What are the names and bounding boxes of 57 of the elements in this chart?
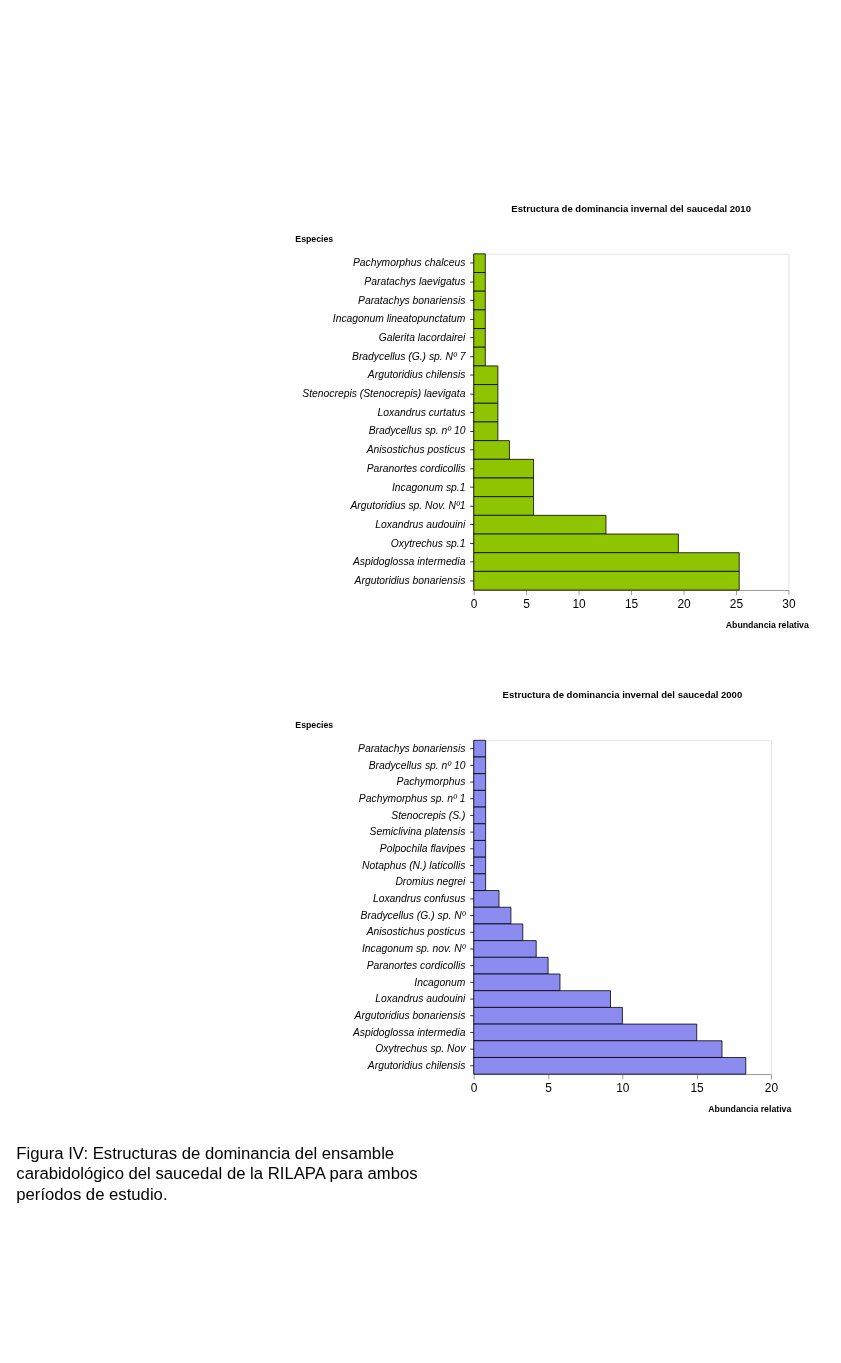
- y-tick-label: Argutoridius bonariensis: [353, 1009, 466, 1021]
- x-tick-label: 25: [729, 596, 744, 611]
- y-tick-label: Anisostichus posticus: [365, 444, 466, 456]
- y-tick-label: Pachymorphus: [396, 776, 466, 788]
- y-tick-label: Argutoridius chilensis: [366, 1060, 466, 1071]
- y-tick-label: Semiclivina platensis: [369, 826, 466, 838]
- y-tick-label: Aspidoglossa intermedia: [351, 1026, 466, 1038]
- y-tick-label: Incagonum lineatopunctatum: [332, 313, 466, 325]
- x-tick-label: 30: [782, 596, 796, 611]
- y-axis-title: Especies: [295, 233, 334, 244]
- y-tick-label: Argutoridius sp. Nov. Nº1: [349, 500, 466, 512]
- x-tick-label: 0: [470, 596, 478, 611]
- y-tick-label: Incagonum sp.1: [391, 481, 466, 493]
- y-tick-label: Aspidoglossa intermedia: [351, 556, 466, 568]
- y-tick-label: Anisostichus posticus: [365, 926, 466, 938]
- y-tick-label: Loxandrus audouini: [375, 518, 467, 530]
- y-tick-label: Pachymorphus sp. nº 1: [358, 792, 466, 804]
- y-tick-label: Polpochila flavipes: [379, 842, 466, 854]
- y-tick-label: Paranortes cordicollis: [366, 959, 466, 971]
- y-tick-label: Paratachys bonariensis: [358, 742, 466, 754]
- x-tick-label: 10: [616, 1081, 630, 1096]
- y-tick-label: Dromius negrei: [395, 876, 467, 888]
- x-tick-label: 20: [677, 596, 691, 611]
- x-tick-label: 0: [470, 1081, 478, 1096]
- y-tick-label: Loxandrus confusus: [372, 893, 466, 905]
- y-tick-label: Paratachys bonariensis: [358, 294, 466, 306]
- y-tick-label: Bradycellus (G.) sp. Nº: [360, 909, 467, 921]
- x-axis-title: Abundancia relativa: [725, 619, 809, 630]
- y-tick-label: Pachymorphus chalceus: [352, 257, 466, 269]
- x-tick-label: 10: [572, 596, 587, 611]
- chart-title: Estructura de dominancia invernal del saucedal 2000: [502, 689, 743, 701]
- y-tick-label: Stenocrepis (S.): [391, 809, 466, 821]
- y-tick-label: Argutoridius chilensis: [366, 369, 466, 381]
- y-tick-label: Loxandrus curtatus: [377, 406, 466, 418]
- x-tick-label: 20: [764, 1081, 779, 1096]
- y-axis-title: Especies: [295, 719, 334, 730]
- y-tick-label: Incagonum sp. nov. Nº: [361, 943, 467, 955]
- y-tick-label: Bradycellus sp. nº 10: [368, 759, 466, 771]
- chart-title: Estructura de dominancia invernal del saucedal 2010: [511, 202, 751, 214]
- y-tick-label: Notaphus (N.) laticollis: [362, 859, 466, 871]
- y-tick-label: Loxandrus audouini: [375, 993, 467, 1005]
- y-tick-label: Paratachys laevigatus: [364, 276, 466, 288]
- x-tick-label: 5: [523, 596, 531, 611]
- y-tick-label: Bradycellus sp. nº 10: [368, 425, 466, 437]
- y-tick-label: Incagonum: [414, 976, 466, 988]
- y-tick-label: Stenocrepis (Stenocrepis) laevigata: [302, 388, 466, 400]
- y-tick-label: Paranortes cordicollis: [366, 462, 466, 474]
- x-tick-label: 5: [545, 1081, 553, 1096]
- x-axis-title: Abundancia relativa: [708, 1103, 792, 1114]
- y-tick-label: Oxytrechus sp.1: [390, 537, 466, 549]
- y-tick-label: Argutoridius bonariensis: [353, 574, 466, 586]
- x-tick-label: 15: [690, 1081, 705, 1096]
- x-tick-label: 15: [624, 596, 639, 611]
- y-tick-label: Bradycellus (G.) sp. Nº 7: [352, 350, 467, 362]
- y-tick-label: Oxytrechus sp. Nov: [375, 1043, 467, 1055]
- text: Figura IV: Estructuras de dominancia del ensamble carabidológico del saucedal de la RILAPA para ambos períodos de estudio.: [16, 1143, 418, 1205]
- y-tick-label: Galerita lacordairei: [378, 332, 467, 344]
